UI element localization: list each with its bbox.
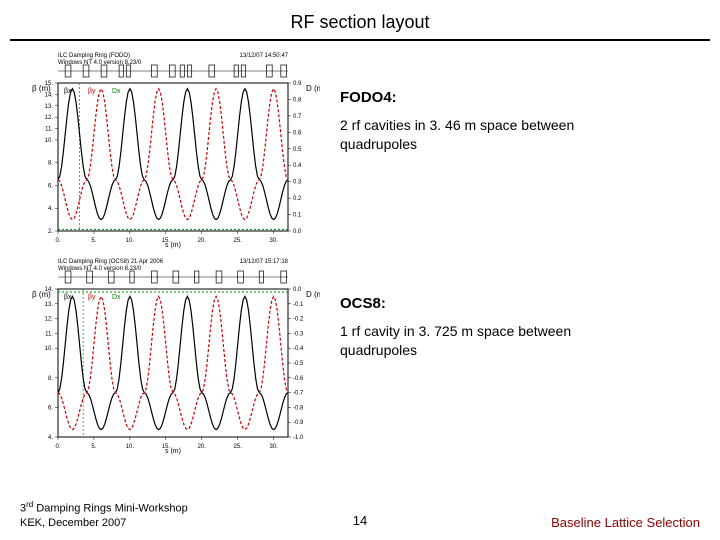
footer-left-line2: KEK, December 2007 — [20, 517, 126, 529]
svg-text:20.: 20. — [198, 444, 207, 450]
svg-text:s (m): s (m) — [165, 448, 181, 455]
svg-text:12.: 12. — [45, 115, 54, 121]
svg-text:5.: 5. — [91, 444, 96, 450]
svg-text:0.: 0. — [55, 444, 60, 450]
svg-text:-0.7: -0.7 — [293, 391, 304, 397]
footer-left-rest: Damping Rings Mini-Workshop — [33, 502, 187, 514]
svg-text:14.: 14. — [45, 92, 54, 98]
page-number: 14 — [353, 513, 367, 528]
svg-text:12.: 12. — [45, 317, 54, 323]
svg-text:-1.0: -1.0 — [293, 435, 304, 441]
svg-text:βx: βx — [64, 88, 72, 95]
svg-text:10.: 10. — [45, 346, 54, 352]
footer-right: Baseline Lattice Selection — [551, 515, 700, 530]
svg-text:-0.2: -0.2 — [293, 317, 304, 323]
svg-text:30.: 30. — [269, 238, 278, 244]
svg-text:-0.9: -0.9 — [293, 420, 304, 426]
svg-text:-0.4: -0.4 — [293, 346, 304, 352]
svg-text:-0.1: -0.1 — [293, 302, 304, 308]
svg-text:βy: βy — [88, 88, 96, 95]
svg-text:0.6: 0.6 — [293, 130, 302, 136]
section-fodo4: ILC Damping Ring (FODO)Windows NT 4.0 ve… — [20, 49, 700, 249]
svg-text:s (m): s (m) — [165, 242, 181, 249]
svg-text:10.: 10. — [126, 444, 135, 450]
desc-fodo4: 2 rf cavities in 3. 46 m space between q… — [340, 116, 600, 154]
svg-text:25.: 25. — [234, 238, 243, 244]
text-fodo4: FODO4: 2 rf cavities in 3. 46 m space be… — [320, 49, 700, 154]
svg-text:10.: 10. — [45, 138, 54, 144]
svg-text:-0.3: -0.3 — [293, 331, 304, 337]
svg-text:0.3: 0.3 — [293, 180, 302, 186]
svg-text:βy: βy — [88, 294, 96, 301]
svg-text:2.: 2. — [48, 229, 53, 235]
svg-text:0.4: 0.4 — [293, 163, 302, 169]
svg-text:-0.5: -0.5 — [293, 361, 304, 367]
page-title: RF section layout — [0, 0, 720, 39]
svg-text:0.9: 0.9 — [293, 81, 302, 87]
svg-text:D (m): D (m) — [306, 290, 320, 299]
svg-text:Dx: Dx — [112, 294, 121, 301]
section-ocs8: ILC Damping Ring (OCS8) 21 Apr 2006Windo… — [20, 255, 700, 455]
svg-text:0.8: 0.8 — [293, 97, 302, 103]
svg-text:11.: 11. — [45, 127, 53, 133]
svg-text:0.0: 0.0 — [293, 229, 302, 235]
svg-text:20.: 20. — [198, 238, 207, 244]
svg-text:β (m): β (m) — [32, 84, 51, 93]
chart-fodo4: ILC Damping Ring (FODO)Windows NT 4.0 ve… — [20, 49, 320, 249]
svg-text:6.: 6. — [48, 183, 53, 189]
svg-text:Dx: Dx — [112, 88, 121, 95]
svg-text:13/12/07 14:50:47: 13/12/07 14:50:47 — [240, 53, 289, 59]
svg-text:6.: 6. — [48, 405, 53, 411]
desc-ocs8: 1 rf cavity in 3. 725 m space between qu… — [340, 322, 600, 360]
svg-text:30.: 30. — [269, 444, 278, 450]
heading-fodo4: FODO4: — [340, 89, 700, 106]
main-content: ILC Damping Ring (FODO)Windows NT 4.0 ve… — [0, 41, 720, 461]
svg-text:ILC Damping Ring (OCS8) 21 Apr: ILC Damping Ring (OCS8) 21 Apr 2006 — [58, 259, 164, 265]
svg-text:25.: 25. — [234, 444, 243, 450]
svg-text:0.5: 0.5 — [293, 147, 302, 153]
svg-text:11.: 11. — [45, 331, 53, 337]
svg-text:13.: 13. — [45, 302, 54, 308]
svg-text:D (m): D (m) — [306, 84, 320, 93]
svg-text:13/12/07 15:17:18: 13/12/07 15:17:18 — [240, 259, 289, 265]
svg-text:0.: 0. — [55, 238, 60, 244]
svg-text:0.1: 0.1 — [293, 213, 302, 219]
svg-text:4.: 4. — [48, 435, 53, 441]
text-ocs8: OCS8: 1 rf cavity in 3. 725 m space betw… — [320, 255, 700, 360]
svg-text:4.: 4. — [48, 206, 53, 212]
svg-text:-0.8: -0.8 — [293, 405, 304, 411]
svg-text:8.: 8. — [48, 376, 53, 382]
svg-text:5.: 5. — [91, 238, 96, 244]
svg-text:-0.6: -0.6 — [293, 376, 304, 382]
svg-text:ILC Damping Ring (FODO): ILC Damping Ring (FODO) — [58, 53, 130, 59]
svg-text:βx: βx — [64, 294, 72, 301]
chart-ocs8: ILC Damping Ring (OCS8) 21 Apr 2006Windo… — [20, 255, 320, 455]
footer: 3rd Damping Rings Mini-Workshop KEK, Dec… — [0, 500, 720, 530]
svg-text:β (m): β (m) — [32, 290, 51, 299]
svg-text:0.0: 0.0 — [293, 287, 302, 293]
svg-text:0.2: 0.2 — [293, 196, 302, 202]
svg-text:8.: 8. — [48, 161, 53, 167]
svg-text:13.: 13. — [45, 104, 54, 110]
heading-ocs8: OCS8: — [340, 295, 700, 312]
svg-text:10.: 10. — [126, 238, 135, 244]
svg-text:0.7: 0.7 — [293, 114, 302, 120]
footer-left: 3rd Damping Rings Mini-Workshop KEK, Dec… — [20, 500, 188, 530]
